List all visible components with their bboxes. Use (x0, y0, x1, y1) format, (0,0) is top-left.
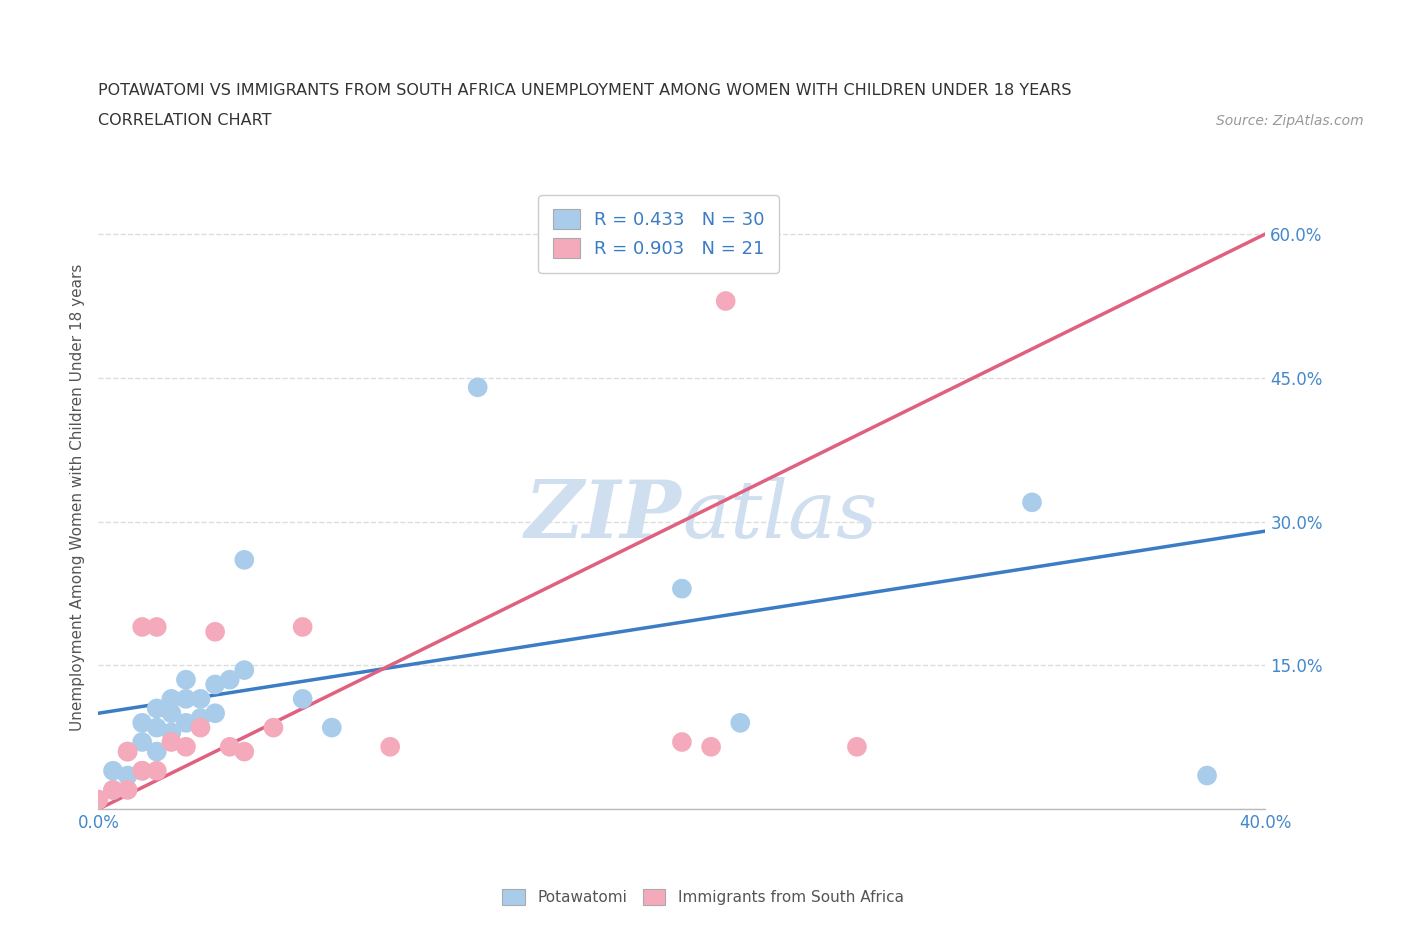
Point (204, 624, 226, 639)
Point (146, 619, 169, 634)
Point (101, 782, 124, 797)
Legend: Potawatomi, Immigrants from South Africa: Potawatomi, Immigrants from South Africa (495, 882, 911, 913)
Point (101, 764, 124, 778)
Text: atlas: atlas (682, 477, 877, 555)
Point (101, 782, 124, 797)
Point (160, 725, 183, 740)
Text: ZIP: ZIP (524, 477, 682, 555)
Point (131, 619, 153, 634)
Point (131, 764, 153, 778)
Point (174, 691, 197, 706)
Point (378, 739, 402, 754)
Point (218, 739, 240, 754)
Legend: R = 0.433   N = 30, R = 0.903   N = 21: R = 0.433 N = 30, R = 0.903 N = 21 (538, 195, 779, 272)
Y-axis label: Unemployment Among Women with Children Under 18 years: Unemployment Among Women with Children U… (69, 264, 84, 731)
Point (291, 691, 314, 706)
Point (204, 706, 226, 721)
Point (1021, 495, 1043, 510)
Point (117, 768, 139, 783)
Point (87, 792, 110, 807)
Point (131, 764, 153, 778)
Point (190, 711, 212, 725)
Point (160, 706, 183, 721)
Point (117, 782, 139, 797)
Point (728, 715, 751, 730)
Point (146, 744, 169, 759)
Point (233, 744, 256, 759)
Point (218, 672, 240, 687)
Point (714, 294, 737, 309)
Point (160, 735, 183, 750)
Point (700, 739, 723, 754)
Text: Source: ZipAtlas.com: Source: ZipAtlas.com (1216, 114, 1364, 128)
Point (117, 744, 139, 759)
Point (467, 379, 489, 394)
Point (117, 744, 139, 759)
Text: POTAWATOMI VS IMMIGRANTS FROM SOUTH AFRICA UNEMPLOYMENT AMONG WOMEN WITH CHILDRE: POTAWATOMI VS IMMIGRANTS FROM SOUTH AFRI… (98, 83, 1071, 98)
Point (190, 720, 212, 735)
Point (174, 739, 197, 754)
Point (131, 735, 153, 750)
Point (174, 715, 197, 730)
Point (190, 691, 212, 706)
Point (146, 701, 169, 716)
Point (146, 764, 169, 778)
Point (671, 581, 693, 596)
Point (233, 663, 256, 678)
Point (146, 720, 169, 735)
Point (204, 677, 226, 692)
Point (291, 619, 314, 634)
Point (1195, 768, 1218, 783)
Point (233, 552, 256, 567)
Text: CORRELATION CHART: CORRELATION CHART (98, 113, 271, 128)
Point (321, 720, 343, 735)
Point (262, 720, 284, 735)
Point (131, 715, 153, 730)
Point (671, 735, 693, 750)
Point (160, 691, 183, 706)
Point (845, 739, 868, 754)
Point (174, 672, 197, 687)
